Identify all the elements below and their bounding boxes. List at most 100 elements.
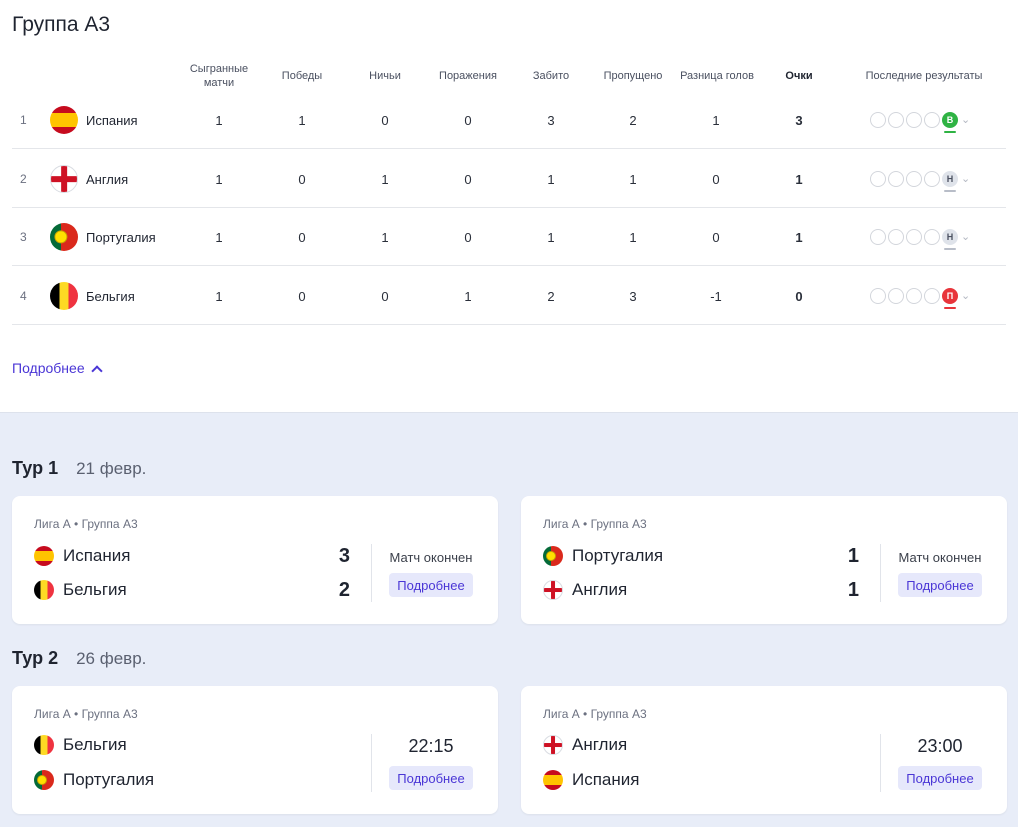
row-divider — [12, 148, 1006, 149]
losses: 0 — [464, 112, 472, 128]
match-card[interactable]: Лига А • Группа А3 Испания 3 Бельгия 2 М… — [12, 496, 498, 624]
round-date: 26 февр. — [76, 649, 147, 668]
away-team-name: Англия — [572, 580, 628, 599]
home-team-name: Испания — [63, 546, 131, 565]
round-header: Тур 2 26 февр. — [12, 648, 146, 669]
draws: 0 — [381, 288, 389, 304]
home-team-name: Бельгия — [63, 735, 127, 754]
card-divider — [371, 544, 372, 602]
page-title: Группа А3 — [12, 13, 111, 36]
chevron-down-icon[interactable]: ⌄ — [961, 230, 971, 243]
team-cell[interactable]: Бельгия — [50, 267, 135, 325]
column-goal-difference: Разница голов — [680, 70, 754, 82]
england-flag-icon — [543, 580, 563, 600]
round-name: Тур 1 — [12, 458, 59, 478]
match-league: Лига А • Группа А3 — [34, 517, 138, 531]
team-name: Англия — [86, 171, 129, 187]
rank: 2 — [20, 172, 27, 186]
scored: 1 — [547, 171, 555, 187]
empty-result-dot — [888, 171, 904, 187]
card-divider — [880, 544, 881, 602]
portugal-flag-icon — [50, 223, 78, 251]
home-team: Бельгия — [34, 735, 127, 755]
scored: 3 — [547, 112, 555, 128]
team-name: Испания — [86, 112, 138, 128]
conceded: 3 — [629, 288, 637, 304]
empty-result-dot — [924, 112, 940, 128]
column-played-line1: Сыгранные — [189, 63, 249, 75]
away-team: Испания — [543, 770, 639, 790]
rank: 3 — [20, 230, 27, 244]
team-cell[interactable]: Португалия — [50, 208, 156, 266]
match-details-button[interactable]: Подробнее — [898, 766, 982, 790]
portugal-flag-icon — [34, 770, 54, 790]
match-status: Матч окончен — [898, 550, 982, 565]
match-details-button[interactable]: Подробнее — [389, 766, 473, 790]
table-row[interactable]: 2 Англия 1 0 1 0 1 1 0 1 Н ⌄ — [12, 150, 1006, 208]
last-results[interactable]: П ⌄ — [870, 267, 970, 325]
match-time: 23:00 — [917, 736, 963, 756]
losses: 1 — [464, 288, 472, 304]
round-name: Тур 2 — [12, 648, 59, 668]
match-card[interactable]: Лига А • Группа А3 Португалия 1 Англия 1… — [521, 496, 1007, 624]
home-team: Англия — [543, 735, 627, 755]
result-win-badge: В — [942, 112, 958, 133]
match-details-button[interactable]: Подробнее — [898, 573, 982, 597]
draws: 1 — [381, 229, 389, 245]
matches-section: Тур 1 21 февр. Лига А • Группа А3 Испани… — [0, 412, 1018, 827]
last-results[interactable]: Н ⌄ — [870, 150, 970, 208]
spain-flag-icon — [34, 546, 54, 566]
away-score: 1 — [847, 579, 859, 601]
match-card[interactable]: Лига А • Группа А3 Бельгия Португалия 22… — [12, 686, 498, 814]
chevron-down-icon[interactable]: ⌄ — [961, 172, 971, 185]
team-cell[interactable]: Испания — [50, 91, 138, 149]
chevron-up-icon — [90, 364, 103, 377]
row-divider — [12, 324, 1006, 325]
match-card[interactable]: Лига А • Группа А3 Англия Испания 23:00 … — [521, 686, 1007, 814]
conceded: 2 — [629, 112, 637, 128]
goal-difference: 0 — [712, 229, 720, 245]
empty-result-dot — [888, 229, 904, 245]
match-details-button[interactable]: Подробнее — [389, 573, 473, 597]
column-played: Сыгранные матчи — [180, 62, 258, 90]
row-divider — [12, 265, 1006, 266]
rank: 4 — [20, 289, 27, 303]
chevron-down-icon[interactable]: ⌄ — [961, 113, 971, 126]
more-toggle-link[interactable]: Подробнее — [12, 360, 103, 377]
table-row[interactable]: 1 Испания 1 1 0 0 3 2 1 3 В ⌄ — [12, 91, 1006, 149]
goal-difference: 0 — [712, 171, 720, 187]
team-name: Португалия — [86, 229, 156, 245]
empty-result-dot — [870, 171, 886, 187]
team-cell[interactable]: Англия — [50, 150, 128, 208]
table-row[interactable]: 4 Бельгия 1 0 0 1 2 3 -1 0 П ⌄ — [12, 267, 1006, 325]
away-score: 2 — [338, 579, 350, 601]
england-flag-icon — [543, 735, 563, 755]
losses: 0 — [464, 171, 472, 187]
away-team: Англия — [543, 580, 627, 600]
home-team-name: Португалия — [572, 546, 664, 565]
wins: 0 — [298, 229, 306, 245]
more-toggle-label: Подробнее — [12, 360, 85, 376]
wins: 0 — [298, 171, 306, 187]
match-league: Лига А • Группа А3 — [543, 517, 647, 531]
empty-result-dot — [888, 112, 904, 128]
played: 1 — [215, 112, 223, 128]
round-date: 21 февр. — [76, 459, 147, 478]
away-team-name: Португалия — [63, 770, 155, 789]
scored: 2 — [547, 288, 555, 304]
result-loss-badge: П — [942, 288, 958, 309]
last-results[interactable]: В ⌄ — [870, 91, 970, 149]
match-league: Лига А • Группа А3 — [543, 707, 647, 721]
portugal-flag-icon — [543, 546, 563, 566]
last-results[interactable]: Н ⌄ — [870, 208, 970, 266]
losses: 0 — [464, 229, 472, 245]
round-header: Тур 1 21 февр. — [12, 458, 146, 479]
card-divider — [880, 734, 881, 792]
column-draws: Ничьи — [369, 70, 401, 82]
scored: 1 — [547, 229, 555, 245]
empty-result-dot — [924, 229, 940, 245]
table-row[interactable]: 3 Португалия 1 0 1 0 1 1 0 1 Н ⌄ — [12, 208, 1006, 266]
column-conceded: Пропущено — [603, 70, 663, 82]
chevron-down-icon[interactable]: ⌄ — [961, 289, 971, 302]
empty-result-dot — [870, 288, 886, 304]
